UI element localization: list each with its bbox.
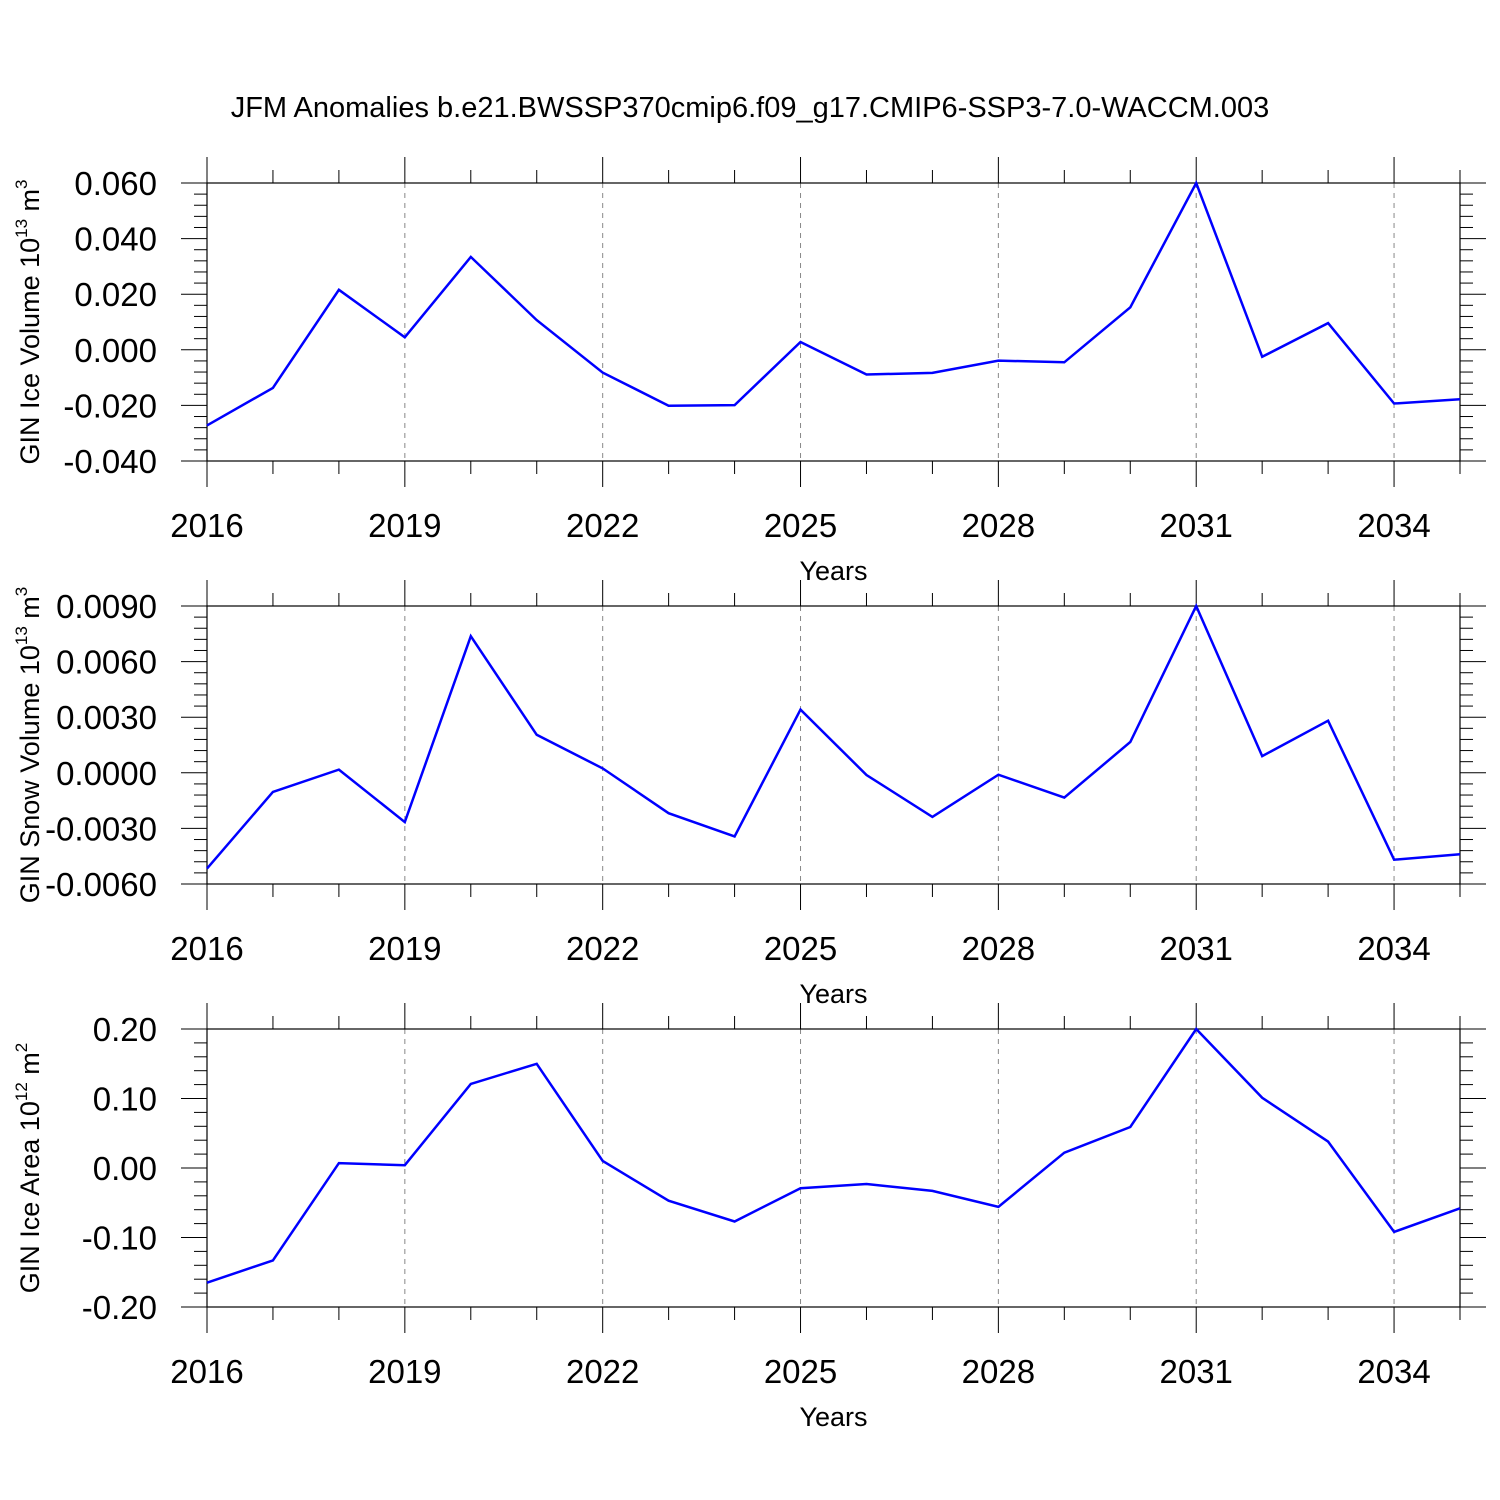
x-tick-label: 2019 <box>368 930 441 967</box>
y-tick-label: -0.040 <box>63 443 157 480</box>
x-tick-label: 2016 <box>170 507 243 544</box>
panel-3: 2016 2019 2022 2025 2028 2031 2034 -0.20 -0.10 0.… <box>12 1003 1486 1432</box>
plot-frame <box>206 182 1461 462</box>
series-line <box>206 1027 1461 1284</box>
series-line <box>206 603 1461 870</box>
y-tick-label: 0.000 <box>74 332 157 369</box>
x-tick-label: 2025 <box>764 930 837 967</box>
x-tick-label: 2025 <box>764 507 837 544</box>
y-tick-label: 0.0060 <box>56 644 157 681</box>
x-tick-label: 2028 <box>962 507 1035 544</box>
y-tick-label: -0.10 <box>82 1220 157 1257</box>
y-tick-label: -0.0030 <box>45 810 157 847</box>
x-tick-label: 2016 <box>170 1353 243 1390</box>
series-line <box>206 179 1461 427</box>
x-tick-label: 2034 <box>1357 507 1430 544</box>
y-tick-label: 0.040 <box>74 221 157 258</box>
x-tick-label: 2034 <box>1357 1353 1430 1390</box>
y-axis-label: GIN Ice Volume 1013 m3 <box>12 179 45 464</box>
x-axis-label: Years <box>799 979 867 1009</box>
x-axis-label: Years <box>799 556 867 586</box>
panel-2: 2016 2019 2022 2025 2028 2031 2034 -0.0060 -0.00… <box>12 580 1486 1009</box>
panel-1: 2016 2019 2022 2025 2028 2031 2034 -0.040 -0.020… <box>12 157 1486 586</box>
x-tick-label: 2016 <box>170 930 243 967</box>
y-axis-label: GIN Snow Volume 1013 m3 <box>12 587 45 904</box>
x-tick-label: 2031 <box>1159 507 1232 544</box>
x-tick-label: 2034 <box>1357 930 1430 967</box>
x-tick-label: 2019 <box>368 1353 441 1390</box>
x-tick-label: 2022 <box>566 930 639 967</box>
x-tick-label: 2031 <box>1159 930 1232 967</box>
x-tick-label: 2031 <box>1159 1353 1232 1390</box>
y-tick-label: 0.060 <box>74 165 157 202</box>
y-tick-label: 0.0030 <box>56 699 157 736</box>
plot-frame <box>206 1028 1461 1308</box>
x-tick-label: 2028 <box>962 930 1035 967</box>
y-tick-label: 0.020 <box>74 276 157 313</box>
y-tick-label: 0.0000 <box>56 755 157 792</box>
x-tick-label: 2019 <box>368 507 441 544</box>
y-tick-label: -0.020 <box>63 387 157 424</box>
y-tick-label: -0.20 <box>82 1289 157 1326</box>
x-tick-label: 2028 <box>962 1353 1035 1390</box>
x-axis-label: Years <box>799 1402 867 1432</box>
y-tick-label: -0.0060 <box>45 866 157 903</box>
y-axis-label: GIN Ice Area 1012 m2 <box>12 1043 45 1294</box>
y-tick-label: 0.10 <box>93 1081 157 1118</box>
y-tick-label: 0.00 <box>93 1150 157 1187</box>
y-tick-label: 0.20 <box>93 1011 157 1048</box>
x-tick-label: 2022 <box>566 507 639 544</box>
chart-title: JFM Anomalies b.e21.BWSSP370cmip6.f09_g1… <box>230 92 1270 124</box>
x-tick-label: 2025 <box>764 1353 837 1390</box>
y-tick-label: 0.0090 <box>56 588 157 625</box>
plot-frame <box>206 605 1461 885</box>
x-tick-label: 2022 <box>566 1353 639 1390</box>
